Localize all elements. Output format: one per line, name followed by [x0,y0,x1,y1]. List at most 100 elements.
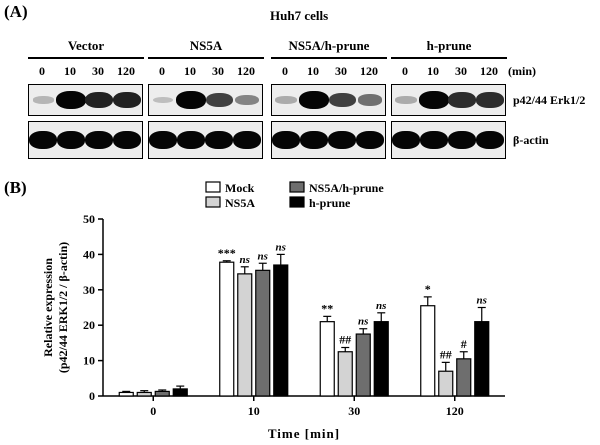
x-tick-label: 0 [150,404,156,418]
time-point-label: 0 [402,64,408,78]
actin-band [205,131,233,149]
blot-group-label: NS5A [189,38,223,53]
erk-band [357,94,383,106]
cell-line-title: Huh7 cells [270,8,329,23]
legend-swatch [205,196,221,208]
legend-swatch [205,181,221,193]
legend-swatch [289,196,305,208]
bar [273,264,289,397]
bar [355,333,371,397]
significance-label: ns [276,241,286,253]
erk-band [84,91,114,109]
actin-band [476,131,504,149]
time-point-label: 30 [455,64,467,78]
actin-band [177,131,205,149]
bar [337,351,353,397]
significance-label: ns [258,250,268,262]
erk-band [299,91,329,109]
time-point-label: 30 [335,64,347,78]
time-point-label: 120 [360,64,378,78]
actin-band [420,131,448,149]
y-tick-label: 10 [83,354,95,368]
erk-band [448,92,476,108]
legend-label: NS5A [225,196,255,210]
actin-band [392,131,420,149]
bar [154,390,170,397]
y-axis-label-line2: (p42/44 ERK1/2 / β-actin) [56,242,70,373]
erk-band [152,96,174,104]
time-point-label: 30 [92,64,104,78]
significance-label: ns [376,300,386,312]
erk-band [275,96,297,104]
time-point-label: 10 [307,64,319,78]
panel-b-letter: (B) [4,178,27,197]
legend-label: NS5A/h-prune [309,181,384,195]
blot-group-underline [148,57,264,59]
time-point-label: 120 [237,64,255,78]
y-tick-label: 30 [83,283,95,297]
panel-a-letter: (A) [4,2,28,21]
actin-blot-strip [271,121,386,159]
actin-band [113,131,141,149]
erk-band [395,96,417,104]
time-point-label: 10 [184,64,196,78]
actin-band [300,131,328,149]
bar [438,370,454,397]
actin-band [356,131,384,149]
significance-label: *** [218,246,236,260]
bar [255,269,271,397]
actin-band [85,131,113,149]
erk-band [419,91,449,109]
y-tick-label: 20 [83,318,95,332]
actin-band [448,131,476,149]
erk-blot-strip [28,84,143,116]
blot-group-label: Vector [67,38,105,53]
bar-chart: 0 10 20 30 40 50 Relative expression (p42/44 ER… [41,181,505,441]
actin-blot-strip [391,121,506,159]
time-point-label: 120 [117,64,135,78]
y-tick-label: 40 [83,247,95,261]
time-point-label: 0 [39,64,45,78]
erk-blot-strip [391,84,506,116]
bar [456,358,472,397]
legend-label: h-prune [309,196,351,210]
actin-band [29,131,57,149]
bar [319,321,335,397]
bar [237,273,253,397]
bar [219,261,235,397]
significance-label: * [425,282,431,296]
bar [373,321,389,397]
erk-blot-label: p42/44 Erk1/2 [513,93,586,107]
bar [136,391,152,397]
blot-group-label: NS5A/h-prune [288,38,370,53]
blot-group-underline [271,57,387,59]
time-point-label: 10 [64,64,76,78]
erk-band [205,92,233,108]
actin-band [272,131,300,149]
significance-label: ns [358,316,368,328]
significance-label: # [461,337,467,351]
erk-band [176,91,206,109]
time-point-label: 0 [159,64,165,78]
actin-band [233,131,261,149]
significance-label: ns [240,254,250,266]
y-tick-label: 0 [89,389,95,403]
actin-blot-strip [28,121,143,159]
erk-band [112,91,142,109]
legend-label: Mock [225,181,255,195]
significance-label: ## [339,333,351,347]
blot-group-underline [28,57,144,59]
erk-blot-strip [271,84,386,116]
erk-band [235,94,259,106]
blot-group-underline [391,57,507,59]
actin-band [149,131,177,149]
actin-band [328,131,356,149]
x-tick-label: 30 [348,404,360,418]
actin-band [57,131,85,149]
time-point-label: 120 [480,64,498,78]
erk-band [56,91,86,109]
actin-blot-strip [148,121,263,159]
erk-band [32,96,54,104]
actin-blot-label: β-actin [513,133,549,147]
y-tick-label: 50 [83,212,95,226]
